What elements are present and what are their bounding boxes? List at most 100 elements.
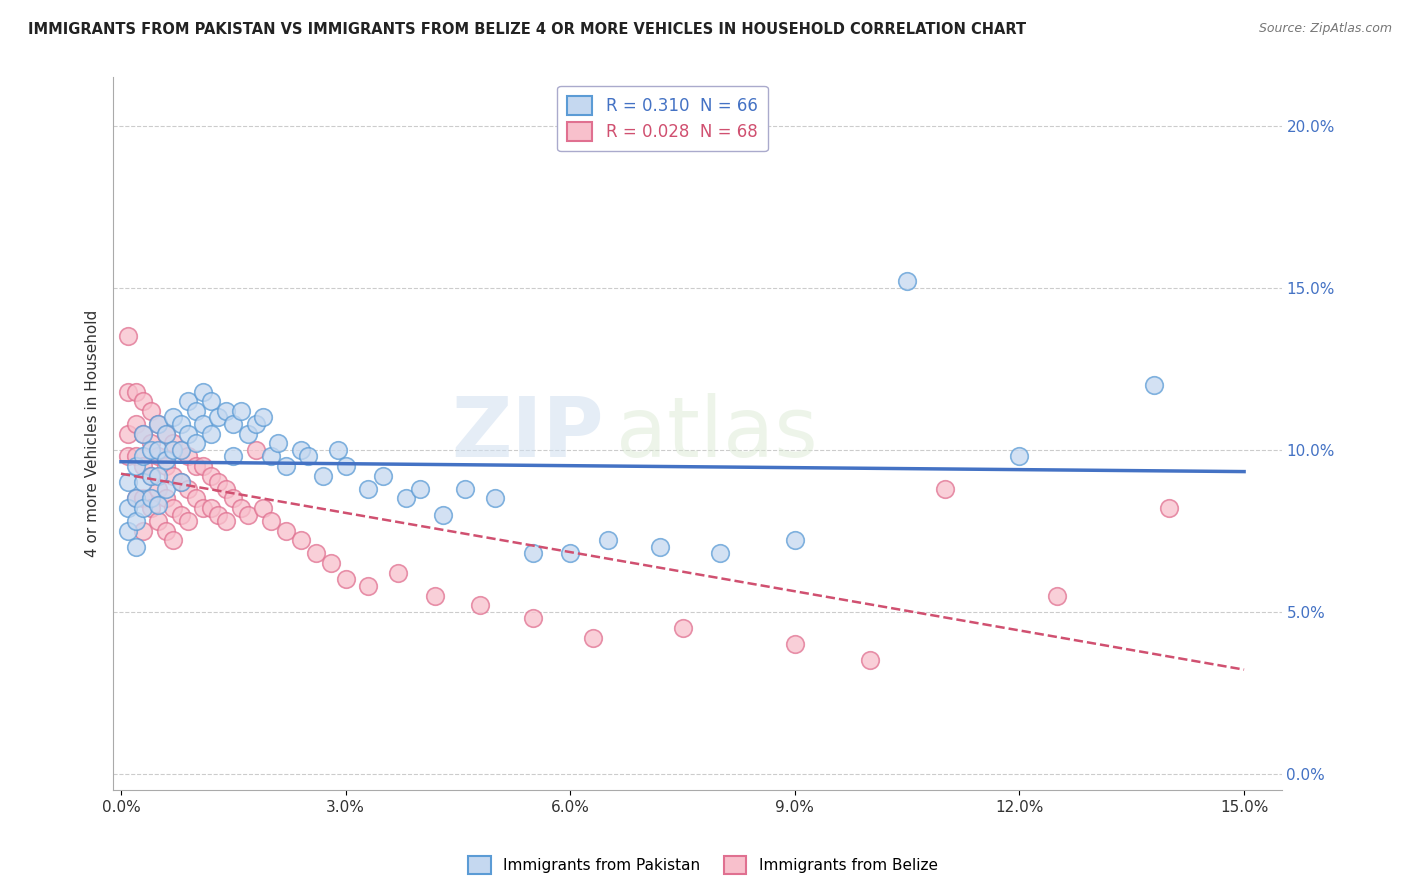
Point [139,501,162,516]
Point [1143,378,1166,392]
Y-axis label: 4 or more Vehicles in Household: 4 or more Vehicles in Household [86,310,100,558]
Point [305,546,328,560]
Point [148,482,170,496]
Point [319,556,342,570]
Point [1008,450,1031,464]
Point [184,491,207,506]
Point [560,546,582,560]
Point [148,417,170,431]
Point [155,426,177,441]
Point [132,501,155,516]
Point [409,482,432,496]
Point [267,436,290,450]
Point [177,394,200,409]
Point [148,468,170,483]
Point [222,450,245,464]
Point [125,458,148,473]
Point [260,514,283,528]
Point [155,482,177,496]
Point [200,426,222,441]
Point [252,410,274,425]
Text: IMMIGRANTS FROM PAKISTAN VS IMMIGRANTS FROM BELIZE 4 OR MORE VEHICLES IN HOUSEHO: IMMIGRANTS FROM PAKISTAN VS IMMIGRANTS F… [28,22,1026,37]
Point [132,394,155,409]
Point [290,442,312,457]
Point [312,468,335,483]
Point [162,442,184,457]
Point [783,637,806,651]
Point [896,275,918,289]
Point [184,436,207,450]
Point [132,475,155,490]
Point [335,573,357,587]
Point [522,546,544,560]
Point [229,404,252,418]
Point [229,501,252,516]
Point [193,384,215,399]
Point [125,417,148,431]
Point [222,417,245,431]
Point [155,524,177,538]
Point [177,450,200,464]
Point [170,442,193,457]
Point [200,501,222,516]
Point [125,491,148,506]
Legend: R = 0.310  N = 66, R = 0.028  N = 68: R = 0.310 N = 66, R = 0.028 N = 68 [557,86,768,151]
Point [432,508,454,522]
Text: ZIP: ZIP [451,393,605,475]
Point [162,468,184,483]
Point [357,482,380,496]
Point [125,491,148,506]
Point [297,450,319,464]
Text: atlas: atlas [616,393,817,475]
Point [326,442,349,457]
Point [215,404,238,418]
Point [207,475,229,490]
Point [155,452,177,467]
Point [238,426,260,441]
Point [117,501,139,516]
Point [274,524,297,538]
Point [859,653,882,667]
Point [582,631,605,645]
Point [215,482,238,496]
Point [125,540,148,554]
Point [207,508,229,522]
Point [162,410,184,425]
Point [222,491,245,506]
Point [170,417,193,431]
Point [177,514,200,528]
Point [162,533,184,548]
Point [184,404,207,418]
Point [245,417,267,431]
Point [371,468,394,483]
Point [596,533,619,548]
Point [648,540,671,554]
Point [207,410,229,425]
Point [155,426,177,441]
Point [671,621,693,635]
Point [132,458,155,473]
Point [148,498,170,512]
Point [132,426,155,441]
Point [245,442,267,457]
Point [162,436,184,450]
Point [184,458,207,473]
Point [132,450,155,464]
Point [177,482,200,496]
Point [170,442,193,457]
Point [139,491,162,506]
Point [117,475,139,490]
Point [200,394,222,409]
Point [132,491,155,506]
Point [454,482,477,496]
Point [1046,589,1069,603]
Point [148,514,170,528]
Text: Source: ZipAtlas.com: Source: ZipAtlas.com [1258,22,1392,36]
Point [170,508,193,522]
Point [132,426,155,441]
Legend: Immigrants from Pakistan, Immigrants from Belize: Immigrants from Pakistan, Immigrants fro… [463,850,943,880]
Point [117,384,139,399]
Point [148,417,170,431]
Point [425,589,447,603]
Point [125,450,148,464]
